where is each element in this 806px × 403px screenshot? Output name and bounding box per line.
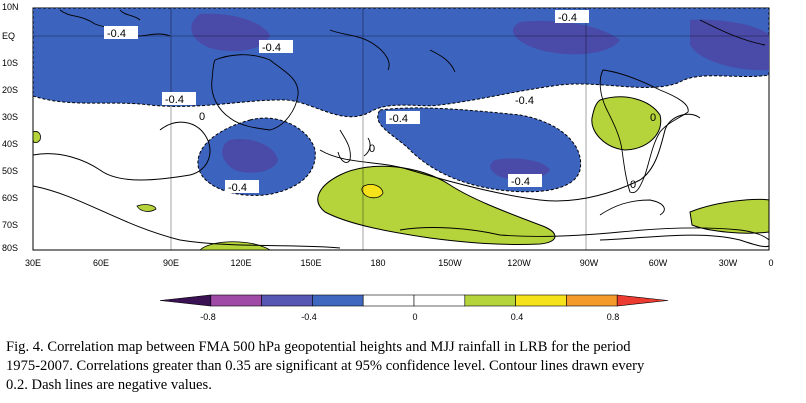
lat-tick-label: 50S <box>2 166 19 176</box>
figure-caption: Fig. 4. Correlation map between FMA 500 … <box>6 338 802 395</box>
lat-tick-label: EQ <box>2 31 16 41</box>
colorbar-tick-label: -0.4 <box>301 312 317 322</box>
caption-line: Fig. 4. Correlation map between FMA 500 … <box>6 339 631 355</box>
lon-tick-label: 150E <box>300 258 322 268</box>
contour-label: 0 <box>199 111 205 123</box>
lon-tick-label: 60W <box>648 258 668 268</box>
positive-correlation-region-small-west <box>32 131 41 144</box>
colorbar-segment <box>261 294 313 307</box>
contour-label: -0.4 <box>558 12 577 24</box>
colorbar-tick-label: 0.8 <box>606 312 620 322</box>
lon-tick-label: 150W <box>438 258 462 268</box>
graticule <box>33 8 769 250</box>
colorbar-tick-label: 0.4 <box>510 312 524 322</box>
colorbar-tick-label: -0.8 <box>200 312 216 322</box>
strong-negative-patch-3 <box>690 19 769 71</box>
contour-label: 0 <box>369 143 375 155</box>
lat-tick-label: 60S <box>2 193 19 203</box>
strong-negative-patch-4 <box>222 139 278 173</box>
zero-contour-1 <box>32 121 211 181</box>
lat-tick-label: 10S <box>2 58 19 68</box>
contour-label: -0.4 <box>262 42 281 54</box>
lat-tick-label: 40S <box>2 139 19 149</box>
colorbar-segment <box>616 294 669 307</box>
colorbar <box>159 294 669 307</box>
contour-label: -0.4 <box>511 176 530 188</box>
colorbar-segment <box>566 294 618 307</box>
contour-label: -0.4 <box>228 182 247 194</box>
contour-label: 0 <box>630 179 636 191</box>
strong-negative-patch-2 <box>512 20 620 55</box>
colorbar-tick-label: 0 <box>412 312 418 322</box>
lat-tick-label: 20S <box>2 85 19 95</box>
colorbar-segment <box>515 294 567 307</box>
contour-label: -0.4 <box>107 28 126 40</box>
lon-tick-label: 0 <box>768 258 774 268</box>
lat-tick-label: 70S <box>2 220 19 230</box>
colorbar-segment <box>312 294 364 307</box>
lon-tick-label: 60E <box>92 258 109 268</box>
lat-tick-label: 80S <box>2 243 19 253</box>
positive-correlation-region-small-sw <box>136 204 157 212</box>
strong-negative-patch-1 <box>191 13 270 52</box>
lon-tick-label: 30E <box>24 258 41 268</box>
zero-contour-4 <box>599 234 770 248</box>
caption-line: 1975-2007. Correlations greater than 0.3… <box>6 358 645 374</box>
colorbar-segment <box>159 294 212 307</box>
colorbar-segment <box>210 294 262 307</box>
positive-correlation-region-south-america <box>591 96 662 151</box>
map-panel: -0.4 -0.4 -0.4 -0.4 -0.4 -0.4 -0.4 -0.4 … <box>32 7 770 251</box>
lon-tick-label: 120E <box>230 258 252 268</box>
colorbar-segment <box>362 294 415 307</box>
colorbar-segment <box>413 294 466 307</box>
contour-label: -0.4 <box>515 95 534 107</box>
contour-label: -0.4 <box>165 94 184 106</box>
lon-tick-label: 30W <box>718 258 738 268</box>
zero-contour-3 <box>32 185 341 249</box>
lon-tick-label: 90E <box>162 258 179 268</box>
lon-tick-label: 180 <box>370 258 386 268</box>
contour-label: 0 <box>650 112 656 124</box>
positive-correlation-region-atlantic <box>689 198 770 234</box>
lon-tick-label: 90W <box>579 258 599 268</box>
lat-tick-label: 10N <box>2 2 19 12</box>
lat-tick-label: 30S <box>2 112 19 122</box>
colorbar-segment <box>464 294 516 307</box>
lon-tick-label: 120W <box>507 258 531 268</box>
caption-line: 0.2. Dash lines are negative values. <box>6 377 212 393</box>
contour-label: -0.4 <box>389 113 408 125</box>
zero-contour-2 <box>319 113 701 202</box>
strong-positive-patch <box>361 184 384 199</box>
